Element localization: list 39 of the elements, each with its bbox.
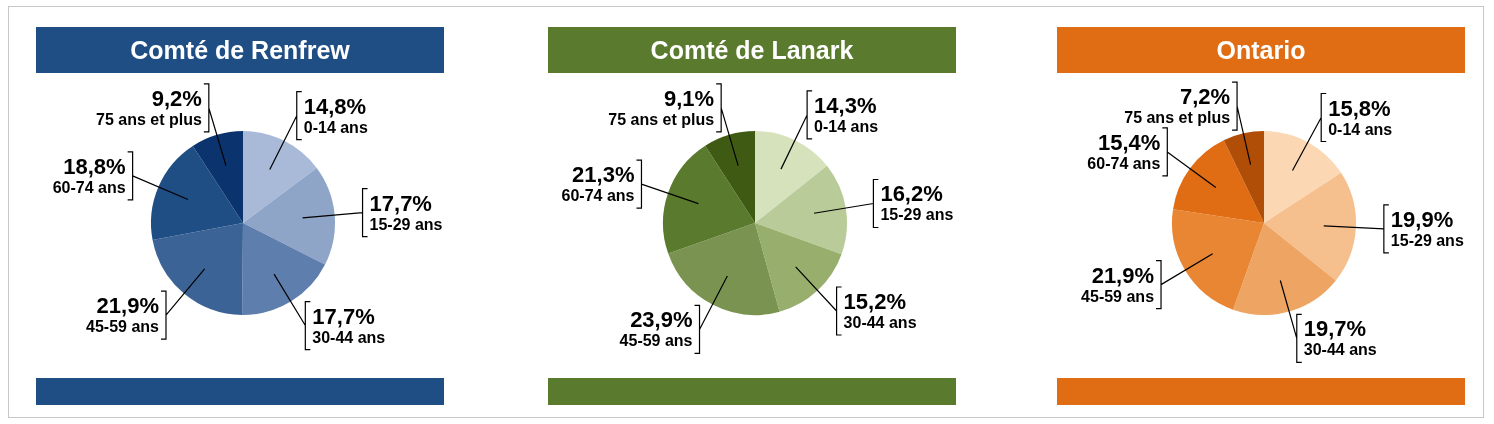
data-label: 7,2% — [1179, 84, 1231, 110]
data-label: 16,2% — [880, 181, 943, 207]
slice-label: 30-44 ans — [843, 313, 917, 331]
slice-label: 45-59 ans — [86, 318, 160, 336]
chart-title: Comté de Renfrew — [36, 27, 444, 73]
data-label: 17,7% — [312, 303, 375, 329]
data-label: 15,2% — [843, 288, 906, 314]
slice-label: 15-29 ans — [880, 206, 954, 224]
data-label: 21,9% — [96, 293, 159, 319]
data-label: 19,9% — [1390, 206, 1454, 232]
slice-label: 60-74 ans — [52, 178, 126, 196]
slice-label: 30-44 ans — [1303, 341, 1377, 359]
slice-label: 45-59 ans — [1081, 287, 1155, 305]
data-label: 14,8% — [303, 93, 367, 119]
slice-label: 75 ans et plus — [608, 110, 715, 128]
data-label: 18,8% — [63, 153, 126, 179]
slice-label: 75 ans et plus — [1124, 109, 1231, 127]
data-label: 21,9% — [1091, 262, 1155, 288]
data-label: 9,1% — [664, 85, 715, 111]
data-label: 14,3% — [814, 92, 877, 118]
slice-label: 0-14 ans — [303, 118, 368, 136]
data-label: 15,4% — [1097, 129, 1161, 155]
slice-label: 60-74 ans — [561, 187, 635, 205]
slice-label: 75 ans et plus — [96, 110, 202, 128]
slice-label: 15-29 ans — [369, 215, 443, 233]
slice-label: 0-14 ans — [814, 117, 879, 135]
data-label: 17,7% — [369, 190, 432, 216]
data-label: 21,3% — [572, 162, 635, 188]
slice-label: 45-59 ans — [619, 332, 693, 350]
slice-label: 30-44 ans — [312, 328, 386, 346]
data-label: 15,8% — [1328, 95, 1391, 121]
data-label: 9,2% — [151, 85, 202, 111]
chart-title: Ontario — [1057, 27, 1465, 73]
slice-label: 0-14 ans — [1328, 120, 1393, 138]
data-label: 23,9% — [630, 307, 693, 333]
chart-title: Comté de Lanark — [548, 27, 956, 73]
slice-label: 15-29 ans — [1390, 231, 1464, 249]
slice-label: 60-74 ans — [1087, 154, 1161, 172]
data-label: 19,7% — [1303, 316, 1367, 342]
